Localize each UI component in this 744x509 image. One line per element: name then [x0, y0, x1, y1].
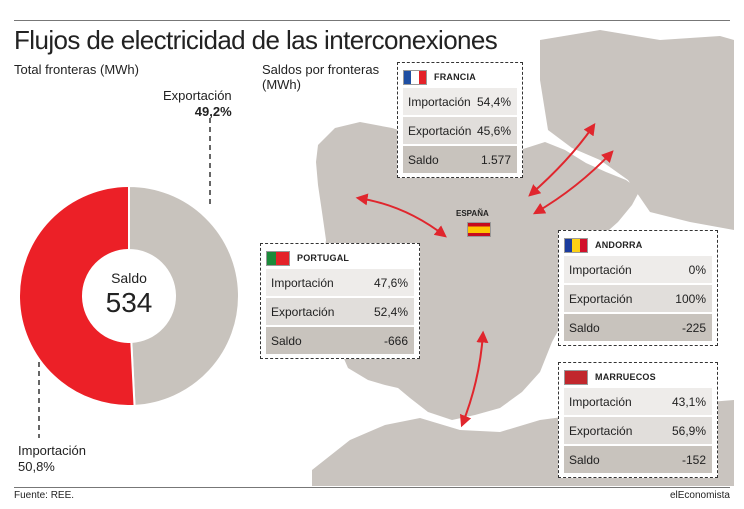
border-header: FRANCIA: [403, 68, 517, 86]
row-label: Saldo: [569, 452, 600, 467]
border-name: FRANCIA: [434, 72, 476, 82]
france-flag-icon: [403, 69, 427, 85]
row-value: 56,9%: [671, 423, 706, 438]
export-row: Exportación 45,6%: [403, 115, 517, 144]
andorra-flag-icon: [564, 237, 588, 253]
border-box-andorra: ANDORRA Importación 0% Exportación 100% Sa…: [558, 230, 718, 346]
row-label: Saldo: [271, 333, 302, 348]
saldo-row: Saldo 1.577: [403, 144, 517, 173]
row-value: 47,6%: [373, 275, 408, 290]
row-value: -152: [681, 452, 706, 467]
export-slice-label: Exportación 49,2%: [163, 88, 232, 120]
import-row: Importación 0%: [564, 254, 712, 283]
donut-center-value: 534: [105, 287, 153, 318]
saldo-row: Saldo -152: [564, 444, 712, 473]
source-note: Fuente: REE.: [14, 490, 75, 501]
donut-slices: [18, 184, 240, 407]
right-subtitle-line1: Saldos por fronteras: [262, 62, 380, 77]
saldo-row: Saldo -225: [564, 312, 712, 341]
donut-center: Saldo 534: [84, 270, 174, 319]
row-value: 45,6%: [476, 123, 511, 138]
top-rule: [14, 20, 730, 21]
map-france: [540, 30, 734, 230]
page-title: Flujos de electricidad de las interconex…: [14, 25, 498, 55]
import-slice-label: Importación 50,8%: [18, 443, 86, 475]
portugal-flag-icon: [266, 250, 290, 266]
import-row: Importación 43,1%: [564, 386, 712, 415]
row-value: 100%: [675, 291, 706, 306]
border-box-portugal: PORTUGAL Importación 47,6% Exportación 52,…: [260, 243, 420, 359]
border-box-francia: FRANCIA Importación 54,4% Exportación 45,6…: [397, 62, 523, 178]
export-row: Exportación 100%: [564, 283, 712, 312]
arrow-marruecos: [459, 330, 489, 428]
saldo-row: Saldo -666: [266, 325, 414, 354]
import-row: Importación 47,6%: [266, 267, 414, 296]
border-header: MARRUECOS: [564, 368, 712, 386]
donut-hole: [83, 250, 175, 342]
row-label: Exportación: [408, 123, 472, 138]
border-name: MARRUECOS: [595, 372, 656, 382]
row-label: Exportación: [271, 304, 335, 319]
row-value: -666: [383, 333, 408, 348]
row-label: Saldo: [569, 320, 600, 335]
arrow-francia-west: [528, 123, 596, 197]
brand-logo: elEconomista: [669, 490, 730, 501]
import-slice-name: Importación: [18, 443, 86, 458]
row-value: 1.577: [480, 152, 511, 167]
row-label: Importación: [408, 94, 471, 109]
border-header: ANDORRA: [564, 236, 712, 254]
row-value: 0%: [688, 262, 706, 277]
row-label: Importación: [271, 275, 334, 290]
export-row: Exportación 56,9%: [564, 415, 712, 444]
donut-center-label: Saldo: [111, 270, 147, 286]
left-subtitle: Total fronteras (MWh): [14, 62, 139, 77]
spain-label: ESPAÑA: [456, 209, 489, 218]
right-subtitle-line2: (MWh): [262, 77, 301, 92]
row-value: -225: [681, 320, 706, 335]
row-value: 43,1%: [671, 394, 706, 409]
arrow-portugal: [355, 193, 447, 238]
import-row: Importación 54,4%: [403, 86, 517, 115]
border-name: ANDORRA: [595, 240, 643, 250]
arrow-francia-east: [532, 150, 614, 215]
right-subtitle: Saldos por fronteras (MWh): [262, 62, 379, 92]
export-row: Exportación 52,4%: [266, 296, 414, 325]
row-label: Saldo: [408, 152, 439, 167]
border-box-marruecos: MARRUECOS Importación 43,1% Exportación 56…: [558, 362, 718, 478]
bottom-rule: [14, 487, 730, 488]
morocco-flag-icon: [564, 369, 588, 385]
row-value: 54,4%: [476, 94, 511, 109]
spain-flag-icon: [467, 222, 491, 237]
border-name: PORTUGAL: [297, 253, 350, 263]
row-label: Importación: [569, 394, 632, 409]
export-slice-name: Exportación: [163, 88, 232, 103]
import-slice-value: 50,8%: [18, 459, 55, 474]
row-label: Exportación: [569, 291, 633, 306]
row-value: 52,4%: [373, 304, 408, 319]
row-label: Exportación: [569, 423, 633, 438]
donut-chart: [18, 118, 240, 438]
row-label: Importación: [569, 262, 632, 277]
border-header: PORTUGAL: [266, 249, 414, 267]
export-slice-value: 49,2%: [194, 104, 232, 119]
